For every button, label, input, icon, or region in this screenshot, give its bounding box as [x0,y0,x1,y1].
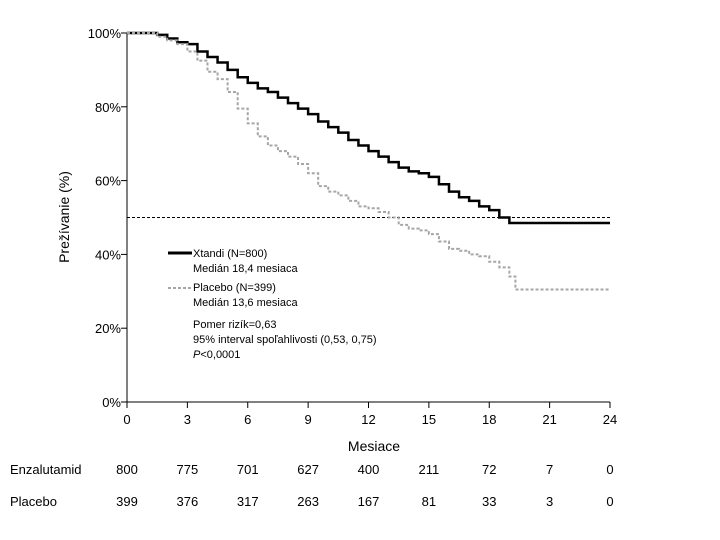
x-axis-title: Mesiace [348,438,400,454]
p-value: <0,0001 [200,349,240,361]
risk-cell: 701 [237,462,259,477]
legend-label-xtandi: Xtandi (N=800) [193,248,267,260]
risk-cell: 0 [606,462,613,477]
risk-cell: 775 [177,462,199,477]
y-tick-label: 20% [95,321,121,336]
x-tick-label: 3 [184,412,191,427]
p-value-label: P<0,0001 [193,349,240,361]
risk-cell: 376 [177,494,199,509]
axes: 0 3 6 9 12 15 18 21 24 0% 20% 40% 60% 80% 100% [88,26,617,427]
risk-cell: 800 [116,462,138,477]
series-line-xtandi [127,31,610,225]
y-tick-label: 60% [95,174,121,189]
risk-row-label: Enzalutamid [10,462,82,477]
risk-cell: 81 [422,494,436,509]
x-tick-label: 15 [422,412,436,427]
risk-cell: 627 [297,462,319,477]
risk-cell: 211 [419,462,440,477]
y-tick-label: 100% [88,26,122,41]
x-tick-label: 0 [123,412,130,427]
risk-cell: 399 [116,494,138,509]
risk-table: Enzalutamid 800 775 701 627 400 211 72 7 0 Placebo… [10,462,614,509]
x-tick-label: 18 [482,412,496,427]
risk-row-label: Placebo [10,494,57,509]
risk-cell: 167 [358,494,380,509]
x-tick-label: 24 [603,412,617,427]
y-axis-title: Prežívanie (%) [56,171,72,263]
risk-cell: 72 [482,462,496,477]
x-tick-label: 21 [542,412,556,427]
legend-sublabel-xtandi: Medián 18,4 mesiaca [193,263,298,275]
y-tick-label: 80% [95,100,121,115]
legend: Xtandi (N=800) Medián 18,4 mesiaca Place… [168,248,377,361]
y-tick-label: 40% [95,247,121,262]
x-tick-label: 9 [305,412,312,427]
risk-cell: 0 [606,494,613,509]
confidence-interval-label: 95% interval spoľahlivosti (0,53, 0,75) [193,334,377,346]
risk-cell: 3 [546,494,553,509]
risk-cell: 317 [237,494,259,509]
risk-cell: 263 [297,494,319,509]
legend-sublabel-placebo: Medián 13,6 mesiaca [193,297,298,309]
risk-cell: 400 [358,462,380,477]
y-tick-label: 0% [102,395,121,410]
hazard-ratio-label: Pomer rizík=0,63 [193,319,276,331]
series-layer [127,31,610,291]
legend-label-placebo: Placebo (N=399) [193,282,276,294]
risk-cell: 7 [546,462,553,477]
p-symbol: P [193,349,201,361]
x-tick-label: 12 [361,412,375,427]
x-tick-label: 6 [244,412,251,427]
risk-cell: 33 [482,494,496,509]
